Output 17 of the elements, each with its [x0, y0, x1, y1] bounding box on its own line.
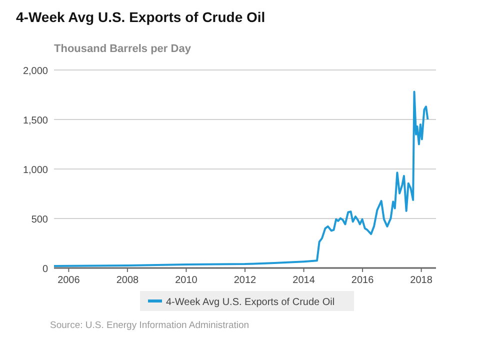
x-tick-label: 2018 [410, 275, 433, 286]
x-tick-label: 2008 [116, 275, 140, 286]
x-tick-label: 2012 [234, 275, 257, 286]
x-tick-label: 2014 [292, 275, 316, 286]
legend-label: 4-Week Avg U.S. Exports of Crude Oil [166, 297, 335, 308]
chart-title: 4-Week Avg U.S. Exports of Crude Oil [16, 9, 266, 25]
x-tick-label: 2016 [351, 275, 374, 286]
y-tick-label: 0 [42, 264, 48, 275]
y-tick-label: 1,500 [22, 116, 48, 126]
x-tick-label: 2010 [175, 275, 198, 286]
x-tick-label: 2006 [58, 275, 80, 286]
y-tick-label: 1,000 [22, 165, 48, 176]
source-note: Source: U.S. Energy Information Administration [50, 320, 250, 331]
y-tick-label: 500 [31, 214, 48, 226]
y-axis-title: Thousand Barrels per Day [54, 43, 192, 55]
line-series [53, 90, 429, 268]
y-tick-label: 2,000 [22, 66, 48, 77]
